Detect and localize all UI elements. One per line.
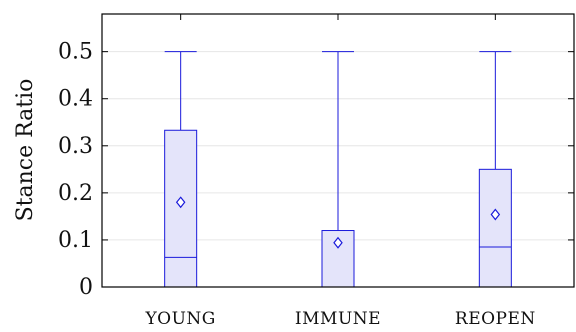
x-category-label: IMMUNE xyxy=(295,309,381,329)
x-category-label: REOPEN xyxy=(455,309,536,329)
mean-marker xyxy=(333,236,343,249)
boxes xyxy=(164,51,512,288)
plot-frame xyxy=(101,13,575,288)
y-tick-labels: 0 0.1 0.2 0.3 0.4 0.5 xyxy=(58,40,93,300)
y-tick-label: 0.4 xyxy=(58,87,93,112)
y-tick-label: 0.2 xyxy=(58,181,93,206)
y-tick-label: 0 xyxy=(79,275,93,300)
y-tick-label: 0.3 xyxy=(58,134,93,159)
y-tick-label: 0.5 xyxy=(58,40,93,65)
mean-marker xyxy=(175,196,186,209)
box-immune xyxy=(321,51,355,288)
box-reopen xyxy=(478,51,512,288)
box-body xyxy=(478,168,512,288)
y-axis-title: Stance Ratio xyxy=(13,79,38,222)
x-category-label: YOUNG xyxy=(144,309,215,329)
mean-marker xyxy=(490,208,501,221)
box-young xyxy=(164,51,198,288)
box-body xyxy=(164,129,198,288)
x-category-labels: YOUNG IMMUNE REOPEN xyxy=(144,309,535,329)
y-tick-label: 0.1 xyxy=(58,228,93,253)
